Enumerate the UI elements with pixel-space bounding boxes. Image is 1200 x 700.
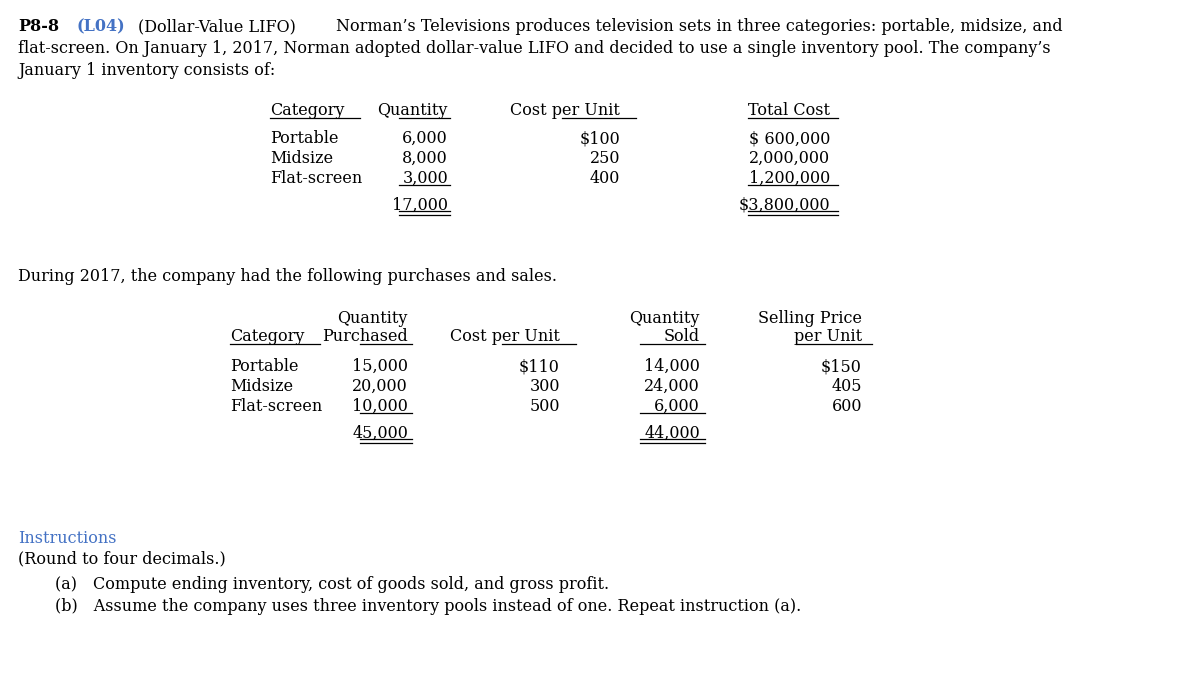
Text: 250: 250 — [589, 150, 620, 167]
Text: 8,000: 8,000 — [402, 150, 448, 167]
Text: 3,000: 3,000 — [402, 170, 448, 187]
Text: Purchased: Purchased — [323, 328, 408, 345]
Text: 17,000: 17,000 — [392, 197, 448, 214]
Text: 24,000: 24,000 — [644, 378, 700, 395]
Text: Total Cost: Total Cost — [748, 102, 830, 119]
Text: 400: 400 — [589, 170, 620, 187]
Text: 10,000: 10,000 — [352, 398, 408, 415]
Text: 14,000: 14,000 — [644, 358, 700, 375]
Text: $100: $100 — [580, 130, 620, 147]
Text: $3,800,000: $3,800,000 — [738, 197, 830, 214]
Text: Quantity: Quantity — [630, 310, 700, 327]
Text: January 1 inventory consists of:: January 1 inventory consists of: — [18, 62, 275, 79]
Text: Instructions: Instructions — [18, 530, 116, 547]
Text: $150: $150 — [821, 358, 862, 375]
Text: Midsize: Midsize — [270, 150, 334, 167]
Text: 6,000: 6,000 — [402, 130, 448, 147]
Text: Cost per Unit: Cost per Unit — [450, 328, 560, 345]
Text: Flat-screen: Flat-screen — [230, 398, 323, 415]
Text: Selling Price: Selling Price — [758, 310, 862, 327]
Text: Portable: Portable — [270, 130, 338, 147]
Text: (L04): (L04) — [76, 18, 125, 35]
Text: Portable: Portable — [230, 358, 299, 375]
Text: 2,000,000: 2,000,000 — [749, 150, 830, 167]
Text: 6,000: 6,000 — [654, 398, 700, 415]
Text: Cost per Unit: Cost per Unit — [510, 102, 620, 119]
Text: 45,000: 45,000 — [352, 425, 408, 442]
Text: 500: 500 — [529, 398, 560, 415]
Text: Midsize: Midsize — [230, 378, 293, 395]
Text: per Unit: per Unit — [794, 328, 862, 345]
Text: Category: Category — [270, 102, 344, 119]
Text: 600: 600 — [832, 398, 862, 415]
Text: (b) Assume the company uses three inventory pools instead of one. Repeat instruc: (b) Assume the company uses three invent… — [55, 598, 802, 615]
Text: (Dollar-Value LIFO): (Dollar-Value LIFO) — [138, 18, 296, 35]
Text: 20,000: 20,000 — [353, 378, 408, 395]
Text: 405: 405 — [832, 378, 862, 395]
Text: Norman’s Televisions produces television sets in three categories: portable, mid: Norman’s Televisions produces television… — [336, 18, 1063, 35]
Text: 1,200,000: 1,200,000 — [749, 170, 830, 187]
Text: 44,000: 44,000 — [644, 425, 700, 442]
Text: P8-8: P8-8 — [18, 18, 59, 35]
Text: Category: Category — [230, 328, 305, 345]
Text: During 2017, the company had the following purchases and sales.: During 2017, the company had the followi… — [18, 268, 557, 285]
Text: Quantity: Quantity — [378, 102, 448, 119]
Text: (Round to four decimals.): (Round to four decimals.) — [18, 550, 226, 567]
Text: 15,000: 15,000 — [352, 358, 408, 375]
Text: $110: $110 — [520, 358, 560, 375]
Text: 300: 300 — [529, 378, 560, 395]
Text: (a) Compute ending inventory, cost of goods sold, and gross profit.: (a) Compute ending inventory, cost of go… — [55, 576, 610, 593]
Text: Sold: Sold — [664, 328, 700, 345]
Text: $ 600,000: $ 600,000 — [749, 130, 830, 147]
Text: flat-screen. On January 1, 2017, Norman adopted dollar-value LIFO and decided to: flat-screen. On January 1, 2017, Norman … — [18, 40, 1051, 57]
Text: Quantity: Quantity — [337, 310, 408, 327]
Text: Flat-screen: Flat-screen — [270, 170, 362, 187]
